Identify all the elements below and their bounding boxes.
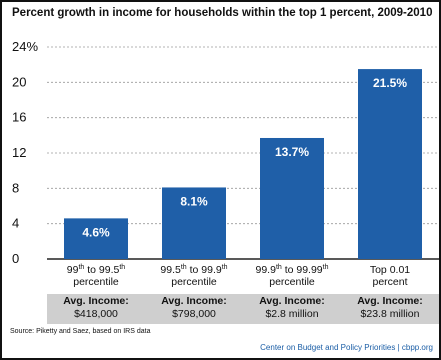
category-label-line2: percent (372, 276, 407, 288)
bars (64, 69, 422, 259)
data-label: 13.7% (275, 145, 309, 159)
data-label: 21.5% (373, 76, 407, 90)
y-tick-label: 20 (12, 74, 26, 89)
data-labels: 4.6% 8.1% 13.7% 21.5% (82, 76, 407, 239)
y-axis-ticks: 0 4 8 12 16 20 24% (12, 39, 38, 266)
bar (64, 218, 128, 259)
data-label: 8.1% (180, 194, 208, 208)
bar (358, 69, 422, 259)
y-tick-label: 16 (12, 110, 26, 125)
avg-income-value: $2.8 million (265, 308, 319, 320)
avg-income-cell: Avg. Income: $798,000 (146, 295, 242, 321)
avg-income-cell: Avg. Income: $418,000 (48, 295, 144, 321)
source-note: Source: Piketty and Saez, based on IRS d… (10, 328, 151, 335)
category-label-line2: percentile (73, 276, 119, 288)
y-tick-label: 4 (12, 216, 19, 231)
category-label: Top 0.01 (370, 264, 410, 276)
avg-income-value: $418,000 (74, 308, 118, 320)
avg-income-cell: Avg. Income: $2.8 million (244, 295, 340, 321)
category-label: 99th to 99.5th (67, 264, 126, 276)
avg-income-label: Avg. Income: (357, 295, 423, 307)
chart-title: Percent growth in income for households … (12, 7, 433, 19)
credit-text: Center on Budget and Policy Priorities |… (260, 343, 433, 352)
credit-bar: Center on Budget and Policy Priorities |… (2, 336, 439, 358)
category-label: 99.9th to 99.99th (256, 264, 329, 276)
avg-income-label: Avg. Income: (63, 295, 129, 307)
avg-income-value: $23.8 million (360, 308, 420, 320)
category-label-line2: percentile (171, 276, 217, 288)
bar (162, 187, 226, 259)
avg-income-label: Avg. Income: (259, 295, 325, 307)
bar (260, 137, 324, 259)
y-tick-label: 8 (12, 180, 19, 195)
avg-income-value: $798,000 (172, 308, 216, 320)
y-tick-label: 12 (12, 145, 26, 160)
data-label: 4.6% (82, 225, 110, 239)
avg-income-label: Avg. Income: (161, 295, 227, 307)
avg-income-cell: Avg. Income: $23.8 million (342, 295, 438, 321)
bar-chart: 0 4 8 12 16 20 24% 4.6% 8.1% 13.7% 21.5% 99th to … (12, 39, 439, 288)
y-tick-label: 0 (12, 251, 19, 266)
avg-income-band (47, 294, 439, 324)
y-tick-label: 24% (12, 39, 38, 54)
category-label-line2: percentile (269, 276, 315, 288)
category-label: 99.5th to 99.9th (160, 264, 227, 276)
